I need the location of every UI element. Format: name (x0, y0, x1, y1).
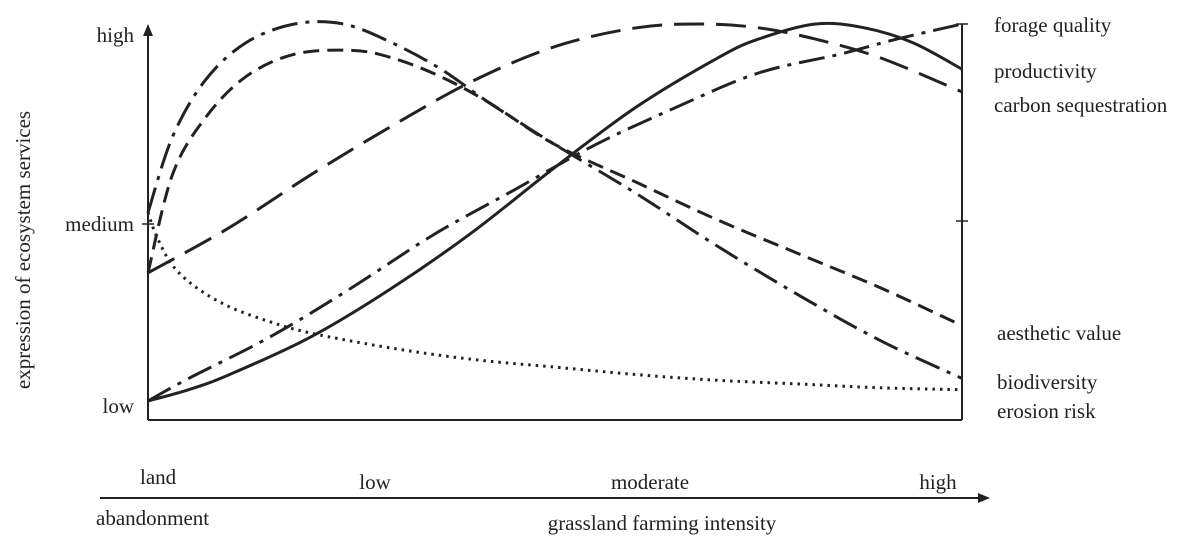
series-label-forage-quality: forage quality (994, 13, 1112, 37)
series-label-erosion-risk: erosion risk (997, 399, 1096, 423)
x-tick-label-abandonment: abandonment (96, 506, 209, 530)
y-axis-title: expression of ecosystem services (11, 111, 35, 389)
x-tick-label-land: land (140, 465, 177, 489)
x-tick-label-high: high (919, 470, 957, 494)
series-label-aesthetic-value: aesthetic value (997, 321, 1121, 345)
series-curves (146, 20, 963, 403)
y-tick-label-high: high (97, 23, 135, 47)
x-axis-title: grassland farming intensity (548, 511, 777, 535)
x-tick-label-moderate: moderate (611, 470, 689, 494)
series-line-erosion-risk (146, 211, 963, 392)
series-line-aesthetic-value (146, 48, 963, 327)
y-tick-label-low: low (103, 394, 135, 418)
series-label-productivity: productivity (994, 59, 1097, 83)
y-tick-label-medium: medium (65, 212, 134, 236)
series-label-carbon-sequestration: carbon sequestration (994, 93, 1168, 117)
series-line-forage-quality (147, 22, 963, 403)
series-line-carbon-sequestration (147, 22, 963, 275)
series-line-productivity (147, 21, 963, 403)
series-line-biodiversity (146, 20, 963, 380)
series-label-biodiversity: biodiversity (997, 370, 1098, 394)
x-tick-label-low: low (359, 470, 391, 494)
